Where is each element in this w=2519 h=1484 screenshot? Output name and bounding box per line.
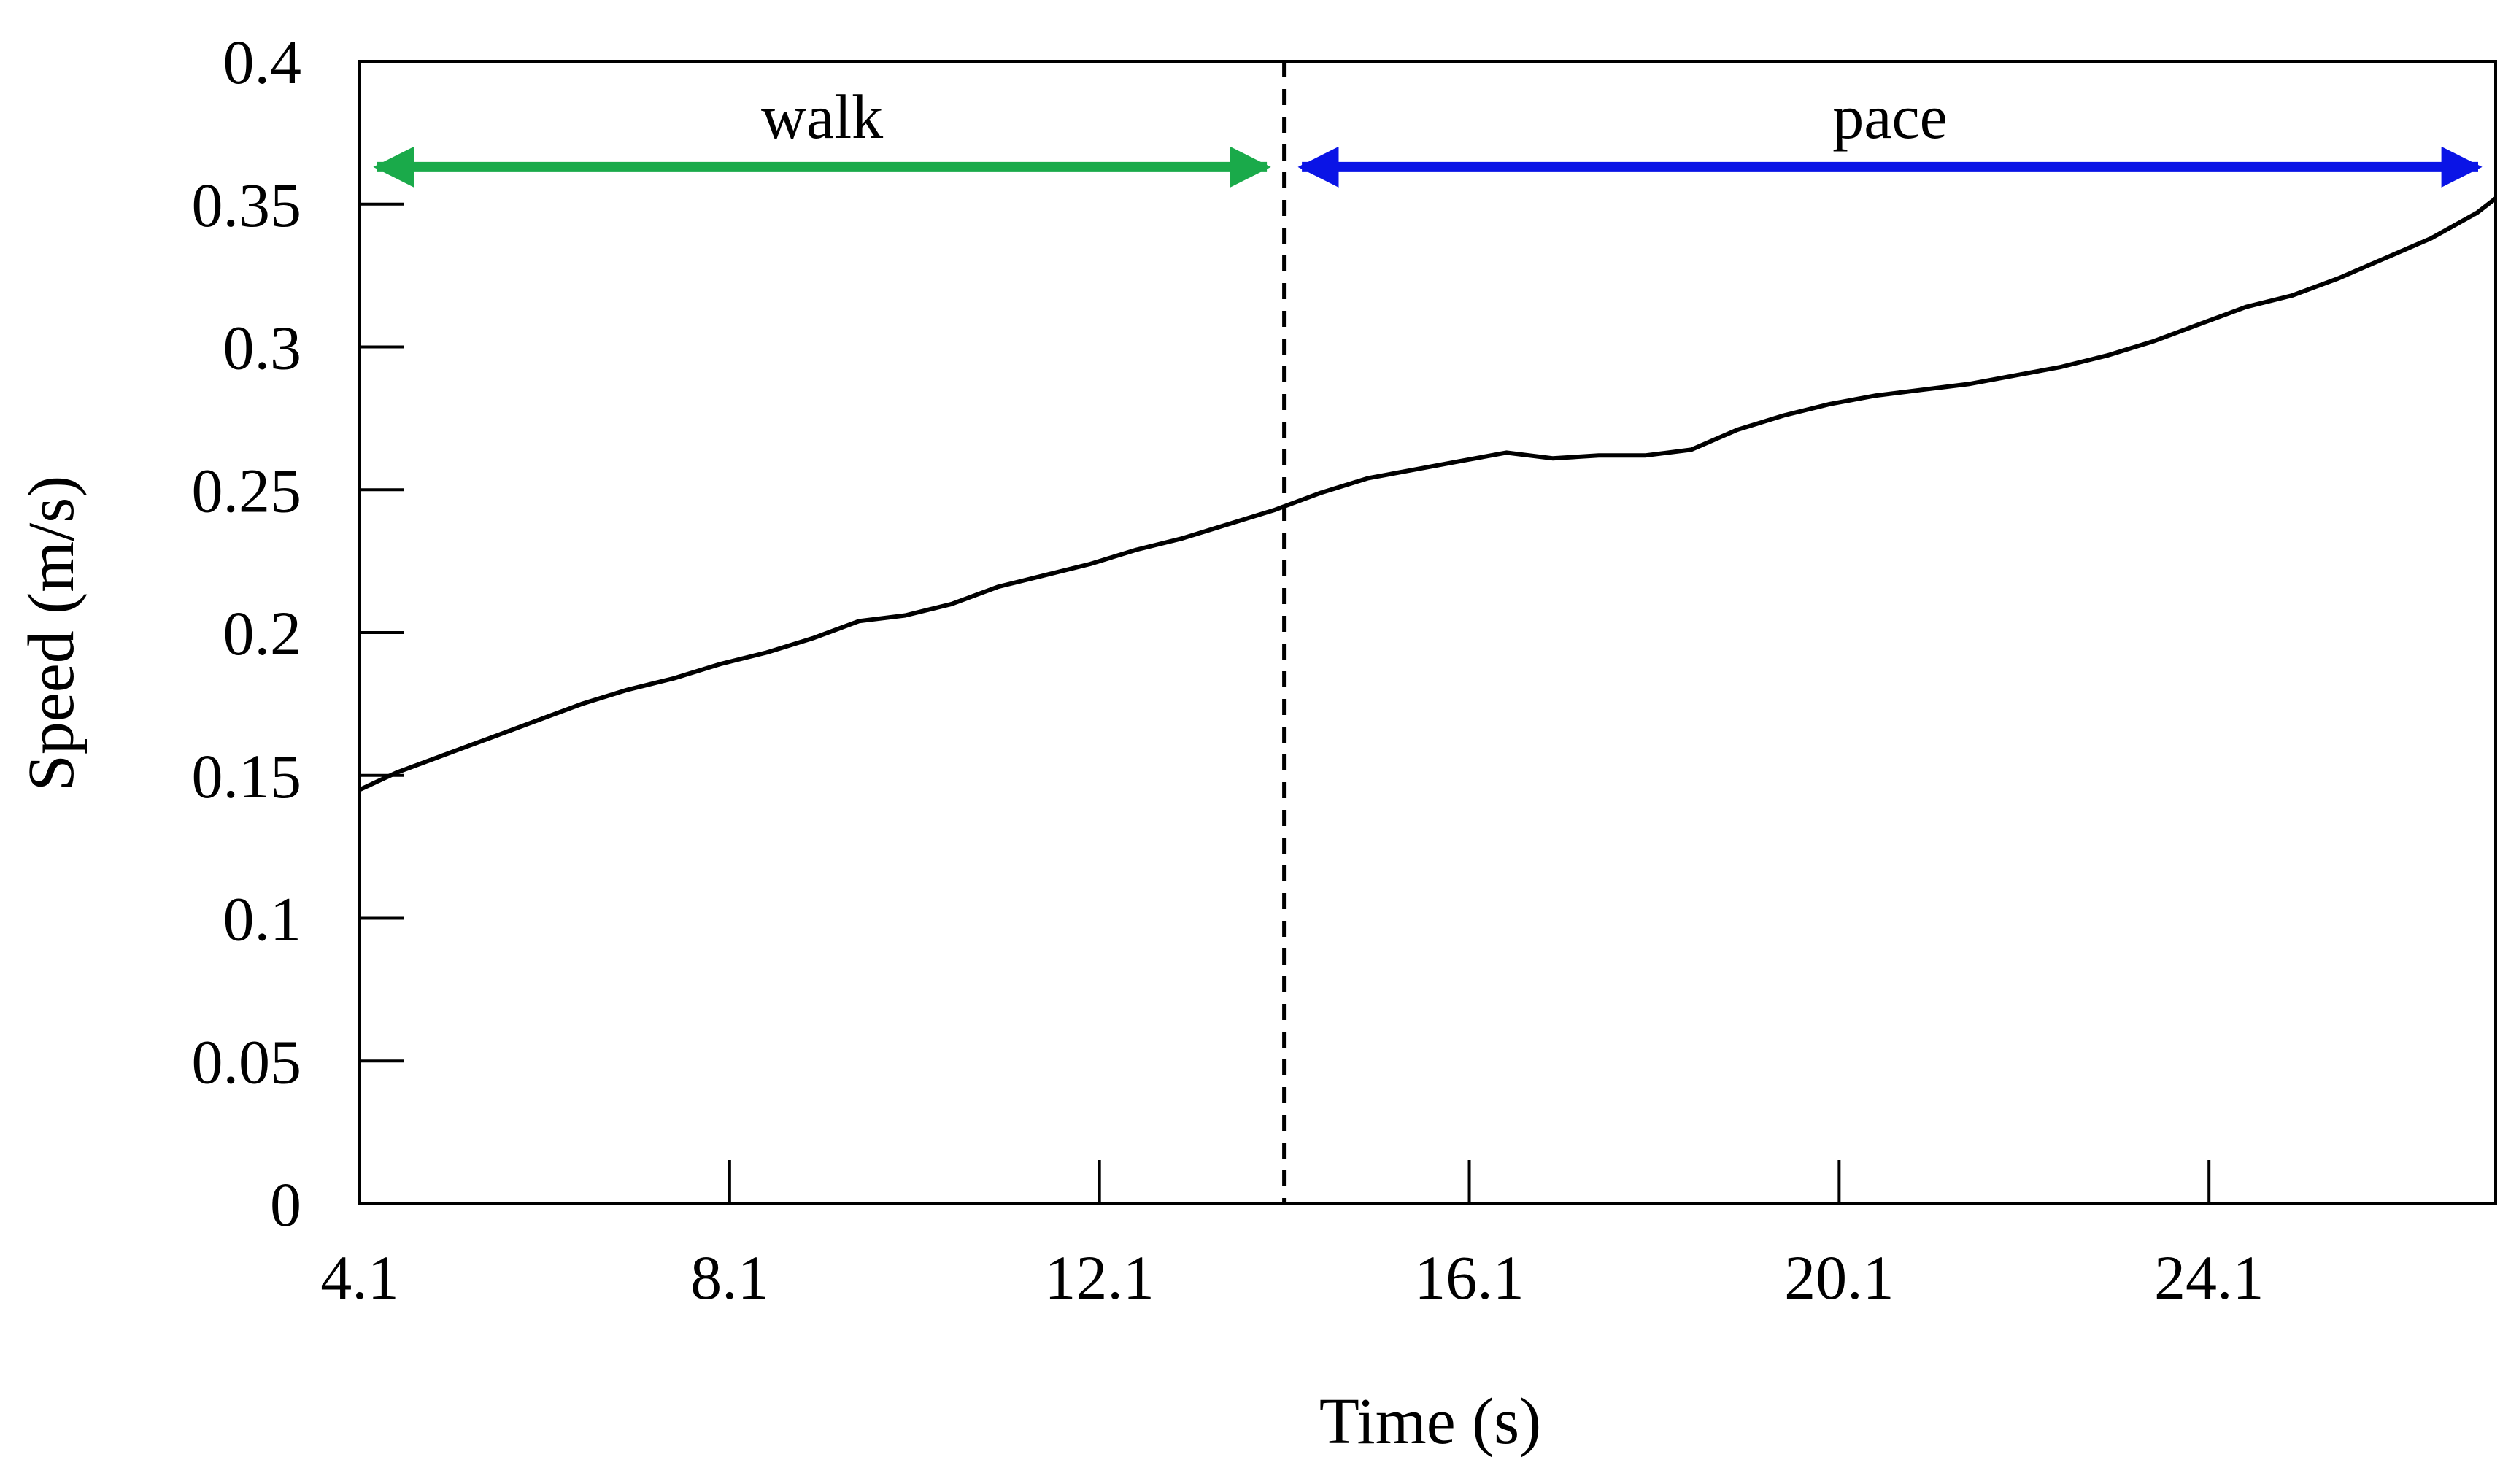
- y-tick-label: 0.4: [223, 27, 302, 97]
- x-tick-label: 8.1: [690, 1243, 769, 1313]
- x-tick-label: 16.1: [1414, 1243, 1524, 1313]
- x-axis-title: Time (s): [1319, 1386, 1541, 1458]
- speed-series-line: [358, 196, 2497, 792]
- pace-phase-label: pace: [1832, 82, 1948, 152]
- x-tick-label: 4.1: [320, 1243, 399, 1313]
- y-axis-title: Speed (m/s): [15, 476, 88, 791]
- y-tick-label: 0.25: [192, 455, 302, 525]
- walk-phase-label: walk: [761, 82, 883, 152]
- y-tick-label: 0.35: [192, 170, 302, 240]
- x-tick-label: 24.1: [2154, 1243, 2264, 1313]
- y-axis-ticks: 0 0.05 0.1 0.15 0.2 0.25 0.3 0.35 0.4: [192, 27, 404, 1240]
- plot-frame: [358, 60, 2497, 1205]
- y-tick-label: 0.3: [223, 313, 302, 383]
- x-tick-label: 20.1: [1784, 1243, 1894, 1313]
- y-tick-label: 0.05: [192, 1027, 302, 1097]
- y-tick-label: 0.1: [223, 884, 302, 954]
- y-tick-label: 0.15: [192, 741, 302, 811]
- x-tick-label: 12.1: [1044, 1243, 1154, 1313]
- y-tick-label: 0.2: [223, 598, 302, 668]
- y-tick-label: 0: [270, 1170, 301, 1240]
- x-axis-ticks: 4.1 8.1 12.1 16.1 20.1 24.1: [320, 1160, 2264, 1313]
